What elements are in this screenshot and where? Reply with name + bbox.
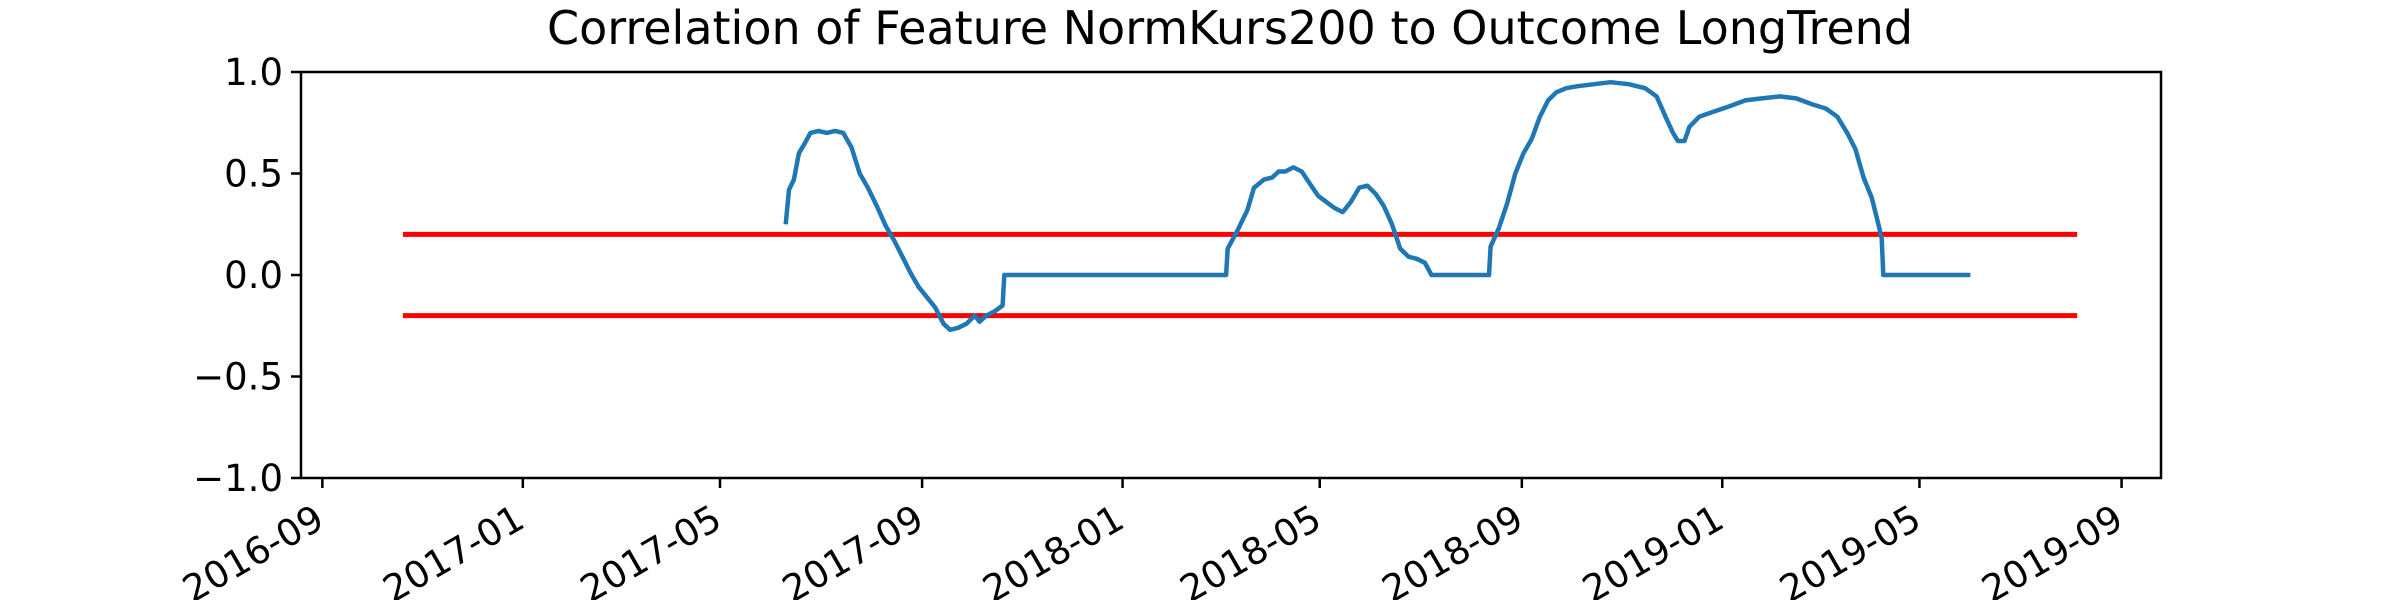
x-tick-label: 2019-01 — [1575, 497, 1730, 600]
x-tick-label: 2018-09 — [1375, 497, 1530, 600]
chart-title: Correlation of Feature NormKurs200 to Ou… — [547, 1, 1913, 55]
x-axis: 2016-09 2017-01 2017-05 2017-09 2018-01 2018-… — [175, 478, 2130, 600]
y-tick-label: 0.0 — [224, 254, 283, 297]
x-tick-label: 2016-09 — [175, 497, 330, 600]
x-tick-label: 2017-05 — [573, 497, 728, 600]
y-tick-label: −0.5 — [193, 356, 283, 399]
x-tick-label: 2018-05 — [1173, 497, 1328, 600]
x-tick-label: 2019-09 — [1975, 497, 2130, 600]
plot-area — [402, 79, 2078, 333]
x-tick-label: 2019-05 — [1773, 497, 1928, 600]
x-tick-label: 2018-01 — [976, 497, 1131, 600]
y-tick-label: −1.0 — [193, 457, 283, 500]
x-tick-label: 2017-09 — [775, 497, 930, 600]
y-tick-label: 0.5 — [224, 153, 283, 196]
series-line-0 — [783, 79, 1971, 333]
x-tick-label: 2017-01 — [376, 497, 531, 600]
y-axis: 1.0 0.5 0.0 −0.5 −1.0 — [193, 51, 301, 500]
y-tick-label: 1.0 — [224, 51, 283, 94]
